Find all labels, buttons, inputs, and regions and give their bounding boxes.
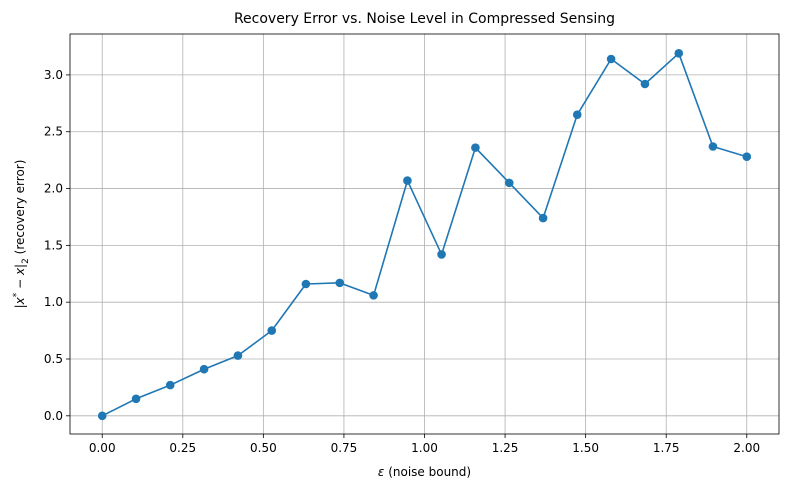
data-point xyxy=(674,49,684,58)
y-tick-label: 0.0 xyxy=(44,409,63,423)
data-point xyxy=(504,178,514,188)
data-point xyxy=(267,326,277,335)
data-point xyxy=(708,142,718,151)
chart-title: Recovery Error vs. Noise Level in Compre… xyxy=(234,11,615,27)
y-tick-label: 0.5 xyxy=(44,352,63,366)
data-point xyxy=(165,380,175,390)
x-tick-label: 2.00 xyxy=(733,441,760,455)
x-tick-label: 1.75 xyxy=(653,441,680,455)
y-tick-label: 1.0 xyxy=(44,295,63,309)
data-point xyxy=(403,176,412,185)
x-tick-label: 1.25 xyxy=(492,441,519,455)
y-tick-label: 1.5 xyxy=(44,238,63,252)
data-point xyxy=(606,54,616,64)
data-point xyxy=(233,351,243,360)
axis-ticks: 0.00 0.25 0.50 0.75 1.00 1.25 1.50 1.75 2.00 0.0 0… xyxy=(44,68,760,455)
x-tick-label: 1.50 xyxy=(572,441,599,455)
data-point xyxy=(471,143,480,152)
data-point xyxy=(97,411,107,421)
data-point xyxy=(640,79,650,89)
data-point xyxy=(572,110,582,119)
y-tick-label: 2.5 xyxy=(44,125,63,139)
y-tick-label: 2.0 xyxy=(44,182,63,196)
y-tick-label: 3.0 xyxy=(44,68,63,82)
data-point xyxy=(131,394,141,404)
x-tick-label: 0.00 xyxy=(89,441,116,455)
x-tick-label: 0.50 xyxy=(250,441,277,455)
data-point xyxy=(335,278,345,288)
data-point xyxy=(369,291,378,300)
data-point xyxy=(301,279,311,289)
x-axis-label: ε (noise bound) xyxy=(378,465,471,479)
x-tick-label: 1.00 xyxy=(411,441,438,455)
data-point xyxy=(538,213,548,223)
grid xyxy=(70,34,779,434)
data-point xyxy=(437,250,446,259)
y-axis-label: |x* − x|2 (recovery error) xyxy=(12,160,31,309)
data-point xyxy=(742,152,752,162)
data-point xyxy=(199,364,209,374)
x-tick-label: 0.25 xyxy=(169,441,196,455)
series-line xyxy=(101,52,748,417)
data-series xyxy=(97,49,752,421)
x-tick-label: 0.75 xyxy=(331,441,358,455)
